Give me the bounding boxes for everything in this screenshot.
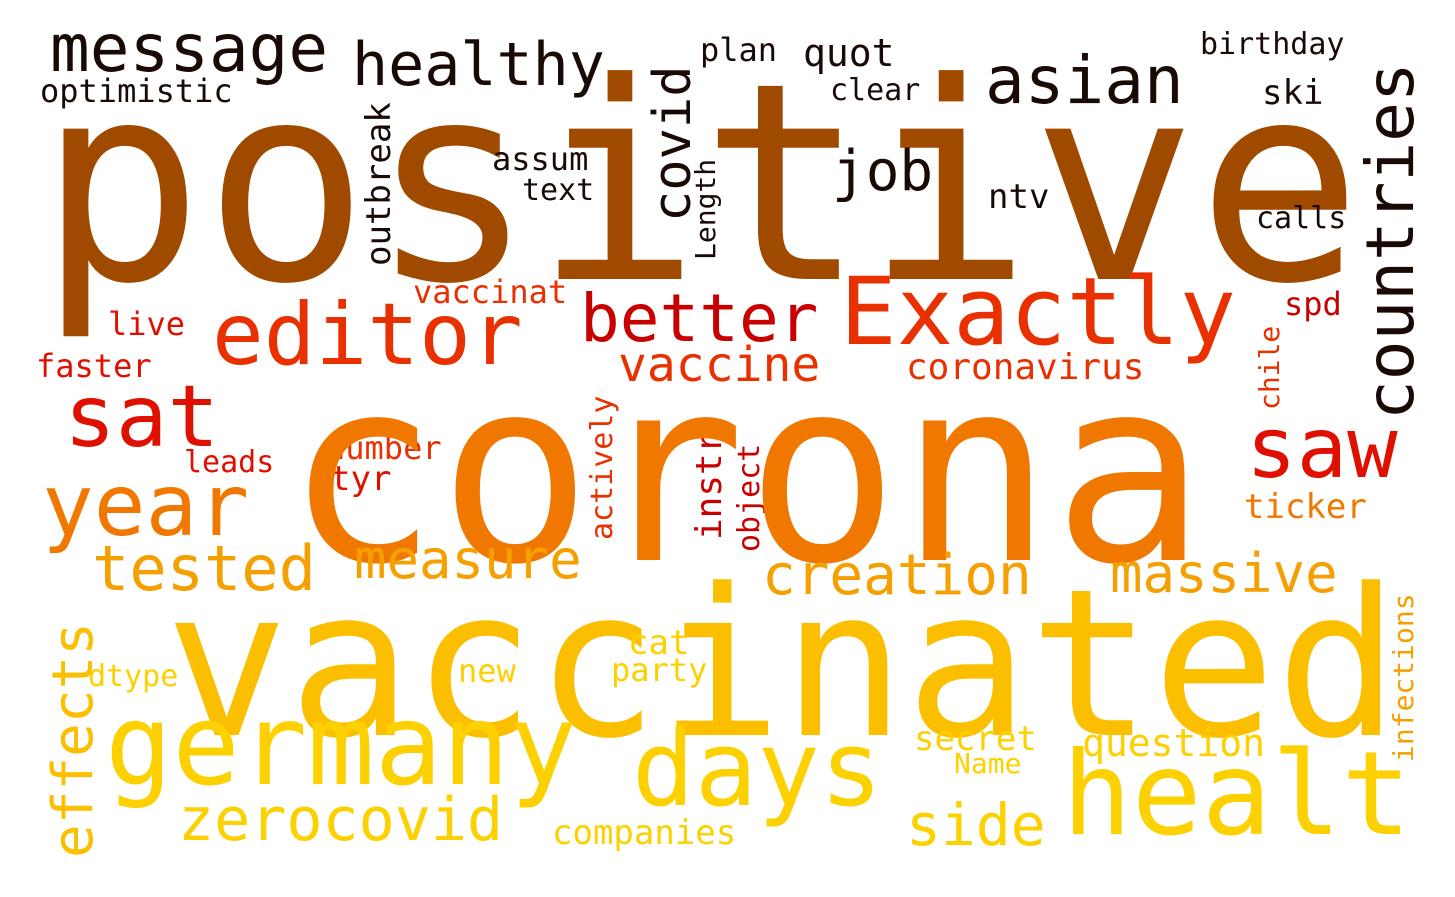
word-asian: asian: [985, 42, 1184, 119]
word-measure: measure: [354, 528, 582, 591]
word-clear: clear: [830, 73, 921, 108]
word-better: better: [580, 280, 819, 357]
word-length: Length: [689, 158, 722, 260]
word-leads: leads: [184, 445, 275, 480]
word-spd: spd: [1284, 285, 1342, 323]
word-vaccinat: vaccinat: [413, 273, 568, 311]
word-vaccinated: vaccinated: [165, 546, 1400, 784]
word-live: live: [108, 305, 186, 343]
word-faster: faster: [36, 347, 152, 385]
word-cat: cat: [628, 623, 690, 663]
word-days: days: [632, 708, 883, 830]
word-ticker: ticker: [1244, 487, 1367, 527]
word-coronavirus: coronavirus: [906, 347, 1145, 388]
word-quot: quot: [803, 31, 895, 75]
word-text: text: [522, 173, 595, 208]
word-companies: companies: [552, 813, 737, 853]
word-number: number: [326, 429, 442, 467]
word-positive: positive: [38, 24, 1363, 344]
word-name: Name: [954, 747, 1022, 780]
word-birthday: birthday: [1200, 27, 1345, 62]
word-message: message: [50, 10, 329, 87]
word-creation: creation: [762, 543, 1032, 608]
word-secret: secret: [914, 719, 1037, 759]
word-effects: effects: [41, 621, 106, 858]
word-countries: countries: [1352, 62, 1429, 420]
word-job: job: [832, 139, 934, 204]
word-ntv: ntv: [988, 177, 1050, 217]
word-editor: editor: [212, 285, 523, 385]
word-year: year: [42, 456, 250, 556]
word-sat: sat: [64, 367, 220, 467]
word-new: new: [458, 652, 516, 690]
word-corona: corona: [285, 324, 1207, 621]
word-plan: plan: [700, 31, 778, 69]
word-dtype: dtype: [88, 659, 179, 694]
word-saw: saw: [1246, 399, 1398, 497]
word-healt: healt: [1062, 727, 1412, 862]
word-chile: chile: [1253, 325, 1286, 410]
word-calls: calls: [1256, 201, 1347, 236]
word-party: party: [611, 651, 708, 689]
word-tested: tested: [92, 532, 316, 605]
word-zerocovid: zerocovid: [178, 785, 504, 855]
word-massive: massive: [1110, 542, 1338, 605]
word-side: side: [906, 791, 1046, 859]
word-assum: assum: [492, 140, 589, 178]
word-question: question: [1082, 721, 1266, 765]
word-germany: germany: [105, 681, 578, 811]
word-healthy: healthy: [352, 30, 605, 100]
word-ski: ski: [1262, 73, 1324, 113]
word-vaccine: vaccine: [618, 337, 821, 393]
word-exactly: Exactly: [840, 258, 1237, 367]
word-optimistic: optimistic: [40, 72, 233, 110]
word-outbreak: outbreak: [359, 102, 399, 266]
word-tyr: tyr: [330, 459, 392, 499]
